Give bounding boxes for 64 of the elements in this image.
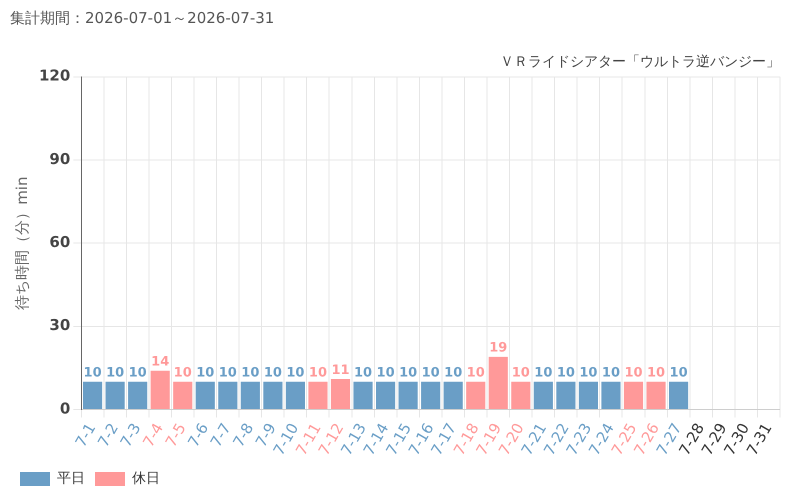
bar bbox=[150, 370, 170, 410]
bar bbox=[106, 382, 125, 410]
bar bbox=[173, 382, 192, 410]
bar bbox=[534, 382, 553, 410]
bar bbox=[444, 382, 463, 410]
data-label: 10 bbox=[174, 366, 192, 381]
chart-subtitle: ＶＲライドシアター「ウルトラ逆バンジー」 bbox=[500, 54, 780, 70]
bar bbox=[308, 382, 328, 410]
bar bbox=[218, 382, 238, 410]
y-tick-label: 30 bbox=[49, 316, 70, 334]
data-label: 19 bbox=[489, 340, 508, 356]
bar bbox=[488, 356, 508, 410]
data-label: 10 bbox=[264, 366, 282, 381]
bar bbox=[624, 382, 644, 410]
bar bbox=[263, 382, 282, 410]
bar bbox=[83, 382, 102, 410]
data-label: 10 bbox=[376, 366, 395, 381]
bar bbox=[240, 382, 260, 410]
bar bbox=[466, 382, 486, 410]
data-label: 11 bbox=[331, 362, 350, 378]
data-label: 10 bbox=[512, 366, 530, 381]
data-label: 10 bbox=[218, 366, 237, 381]
data-label: 10 bbox=[624, 366, 643, 381]
data-label: 10 bbox=[422, 366, 440, 381]
y-tick-label: 0 bbox=[60, 399, 70, 418]
data-label: 10 bbox=[444, 366, 462, 381]
data-label: 10 bbox=[354, 366, 372, 381]
data-label: 10 bbox=[534, 366, 552, 381]
y-axis-title: 待ち時間（分）min bbox=[12, 176, 31, 310]
data-label: 10 bbox=[84, 366, 102, 381]
bar bbox=[196, 382, 215, 410]
data-label: 10 bbox=[286, 366, 304, 381]
data-label: 10 bbox=[308, 366, 328, 381]
y-tick-label: 90 bbox=[49, 150, 70, 168]
y-tick-label: 60 bbox=[49, 233, 70, 252]
bar bbox=[376, 382, 396, 410]
data-label: 10 bbox=[241, 366, 260, 381]
data-label: 10 bbox=[128, 366, 147, 381]
data-label: 10 bbox=[106, 366, 124, 381]
bar bbox=[330, 379, 350, 410]
legend-label: 休日 bbox=[132, 470, 160, 487]
bar bbox=[398, 382, 418, 410]
bar bbox=[578, 382, 598, 410]
bar bbox=[601, 382, 621, 410]
bar bbox=[646, 382, 666, 410]
data-label: 10 bbox=[602, 366, 620, 381]
bar bbox=[669, 382, 688, 410]
bar bbox=[128, 382, 148, 410]
data-label: 10 bbox=[466, 366, 485, 381]
data-label: 10 bbox=[646, 366, 666, 381]
y-tick-label: 120 bbox=[39, 66, 70, 85]
bar bbox=[286, 382, 306, 410]
legend-label: 平日 bbox=[57, 470, 85, 487]
bar bbox=[353, 382, 373, 410]
data-label: 10 bbox=[579, 366, 598, 381]
data-label: 10 bbox=[556, 366, 575, 381]
data-label: 10 bbox=[670, 366, 688, 381]
bar bbox=[556, 382, 576, 410]
bar bbox=[511, 382, 530, 410]
data-label: 10 bbox=[196, 366, 214, 381]
data-label: 14 bbox=[151, 354, 170, 370]
bar bbox=[421, 382, 440, 410]
chart-title: 集計期間：2026-07-01～2026-07-31 bbox=[10, 8, 274, 27]
data-label: 10 bbox=[399, 366, 418, 381]
